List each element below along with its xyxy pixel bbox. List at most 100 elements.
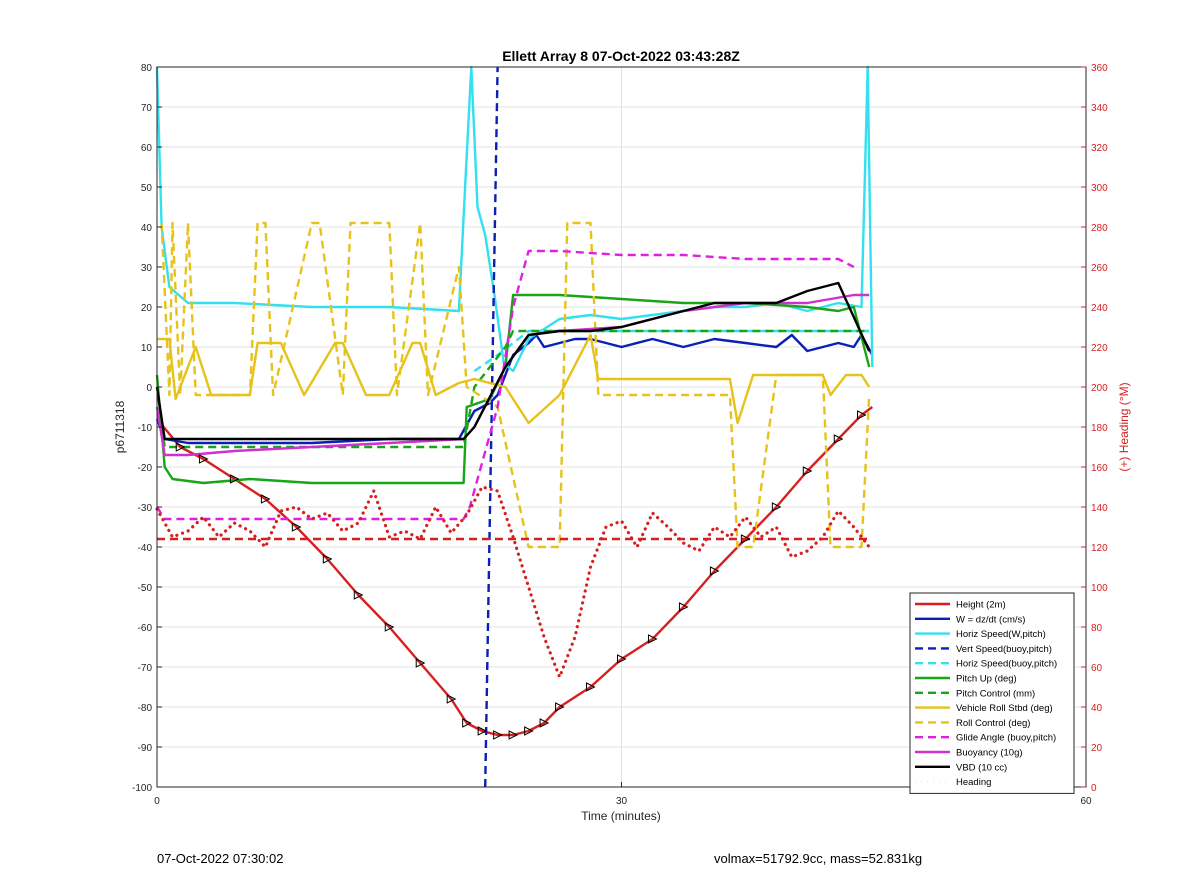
x-tick-label: 0 bbox=[154, 796, 160, 807]
chart-title: Ellett Array 8 07-Oct-2022 03:43:28Z bbox=[502, 48, 740, 64]
height-marker bbox=[539, 718, 550, 728]
series-line-12 bbox=[155, 485, 871, 679]
y2-tick-label: 340 bbox=[1091, 103, 1108, 114]
height-marker bbox=[322, 554, 333, 564]
y-tick-label: -80 bbox=[138, 703, 153, 714]
y2-tick-label: 20 bbox=[1091, 743, 1103, 754]
height-marker bbox=[524, 726, 534, 736]
series-line-4 bbox=[473, 329, 870, 372]
series-line-3 bbox=[484, 66, 499, 788]
height-marker bbox=[678, 602, 689, 612]
legend-label: Glide Angle (buoy,pitch) bbox=[956, 733, 1056, 744]
legend-label: Buoyancy (10g) bbox=[956, 748, 1023, 759]
legend-box bbox=[909, 592, 1075, 794]
series-line-8 bbox=[160, 221, 871, 549]
footer-timestamp: 07-Oct-2022 07:30:02 bbox=[157, 851, 284, 866]
height-marker bbox=[555, 702, 565, 712]
series-line-11 bbox=[155, 281, 871, 441]
legend-label: Horiz Speed(W,pitch) bbox=[956, 629, 1046, 640]
y2-tick-label: 40 bbox=[1091, 703, 1103, 714]
footer-info: volmax=51792.9cc, mass=52.831kg bbox=[714, 851, 923, 866]
height-marker bbox=[802, 466, 813, 476]
y2-tick-label: 280 bbox=[1091, 223, 1108, 234]
legend-label: Pitch Up (deg) bbox=[956, 674, 1017, 685]
x-tick-label: 60 bbox=[1080, 796, 1092, 807]
height-marker bbox=[175, 442, 186, 452]
legend-label: Vehicle Roll Stbd (deg) bbox=[956, 703, 1053, 714]
y2-tick-label: 0 bbox=[1091, 783, 1097, 794]
legend-label: Heading bbox=[956, 777, 991, 788]
y-tick-label: 80 bbox=[141, 63, 153, 74]
height-marker bbox=[415, 658, 426, 668]
y2-tick-label: 120 bbox=[1091, 543, 1108, 554]
height-marker bbox=[856, 410, 867, 420]
y2-tick-label: 240 bbox=[1091, 303, 1108, 314]
height-marker bbox=[833, 434, 844, 444]
height-marker bbox=[740, 534, 751, 544]
height-marker bbox=[709, 566, 720, 576]
height-marker bbox=[384, 622, 395, 632]
height-marker bbox=[586, 682, 596, 692]
legend-label: Height (2m) bbox=[956, 600, 1006, 611]
y-tick-label: -10 bbox=[138, 423, 153, 434]
y-tick-label: -60 bbox=[138, 623, 153, 634]
legend: Height (2m) W = dz/dt (cm/s) Horiz Speed(W… bbox=[909, 592, 1075, 794]
y-tick-label: -90 bbox=[138, 743, 153, 754]
y2-tick-label: 200 bbox=[1091, 383, 1108, 394]
y2-tick-label: 100 bbox=[1091, 583, 1108, 594]
legend-label: Roll Control (deg) bbox=[956, 718, 1030, 729]
y-tick-label: 50 bbox=[141, 183, 153, 194]
y-tick-label: 60 bbox=[141, 143, 153, 154]
y2-axis-label: (+) Heading (°M) bbox=[1117, 382, 1131, 471]
y-tick-label: 40 bbox=[141, 223, 153, 234]
y2-tick-label: 260 bbox=[1091, 263, 1108, 274]
y-tick-label: 20 bbox=[141, 303, 153, 314]
y-tick-label: 70 bbox=[141, 103, 153, 114]
height-marker bbox=[771, 502, 782, 512]
y2-tick-label: 360 bbox=[1091, 63, 1108, 74]
y2-tick-label: 320 bbox=[1091, 143, 1108, 154]
height-marker bbox=[198, 454, 209, 464]
legend-label: W = dz/dt (cm/s) bbox=[956, 614, 1025, 625]
y-tick-label: -70 bbox=[138, 663, 153, 674]
height-marker bbox=[462, 718, 472, 728]
y-tick-label: -50 bbox=[138, 583, 153, 594]
y-tick-label: -40 bbox=[138, 543, 153, 554]
y2-tick-label: 140 bbox=[1091, 503, 1108, 514]
y-tick-label: 10 bbox=[141, 343, 153, 354]
height-marker bbox=[647, 634, 658, 644]
y2-tick-label: 80 bbox=[1091, 623, 1103, 634]
series-line-9 bbox=[155, 249, 855, 521]
height-marker bbox=[229, 474, 240, 484]
y2-tick-label: 60 bbox=[1091, 663, 1103, 674]
y-axis-label: p6711318 bbox=[113, 400, 127, 453]
legend-label: Vert Speed(buoy,pitch) bbox=[956, 644, 1052, 655]
height-marker bbox=[446, 694, 457, 704]
y2-tick-label: 180 bbox=[1091, 423, 1108, 434]
axes: 80706050403020100-10-20-30-40-50-60-70-8… bbox=[132, 63, 1108, 807]
height-marker bbox=[617, 654, 627, 664]
height-marker bbox=[508, 730, 519, 740]
y-tick-label: -100 bbox=[132, 783, 152, 794]
series-group bbox=[155, 65, 874, 788]
height-markers bbox=[175, 410, 867, 740]
y-tick-label: 30 bbox=[141, 263, 153, 274]
height-marker bbox=[291, 522, 302, 532]
height-marker bbox=[260, 494, 271, 504]
height-marker bbox=[353, 590, 364, 600]
legend-label: Horiz Speed(buoy,pitch) bbox=[956, 659, 1057, 670]
height-marker bbox=[493, 730, 503, 740]
y-tick-label: -30 bbox=[138, 503, 153, 514]
y-tick-label: 0 bbox=[146, 383, 152, 394]
x-axis-label: Time (minutes) bbox=[581, 809, 661, 823]
y2-tick-label: 300 bbox=[1091, 183, 1108, 194]
y2-tick-label: 160 bbox=[1091, 463, 1108, 474]
y-tick-label: -20 bbox=[138, 463, 153, 474]
height-marker bbox=[477, 726, 488, 736]
legend-label: VBD (10 cc) bbox=[956, 762, 1007, 773]
x-tick-label: 30 bbox=[616, 796, 628, 807]
legend-label: Pitch Control (mm) bbox=[956, 688, 1035, 699]
series-line-6 bbox=[155, 329, 870, 449]
y2-tick-label: 220 bbox=[1091, 343, 1108, 354]
